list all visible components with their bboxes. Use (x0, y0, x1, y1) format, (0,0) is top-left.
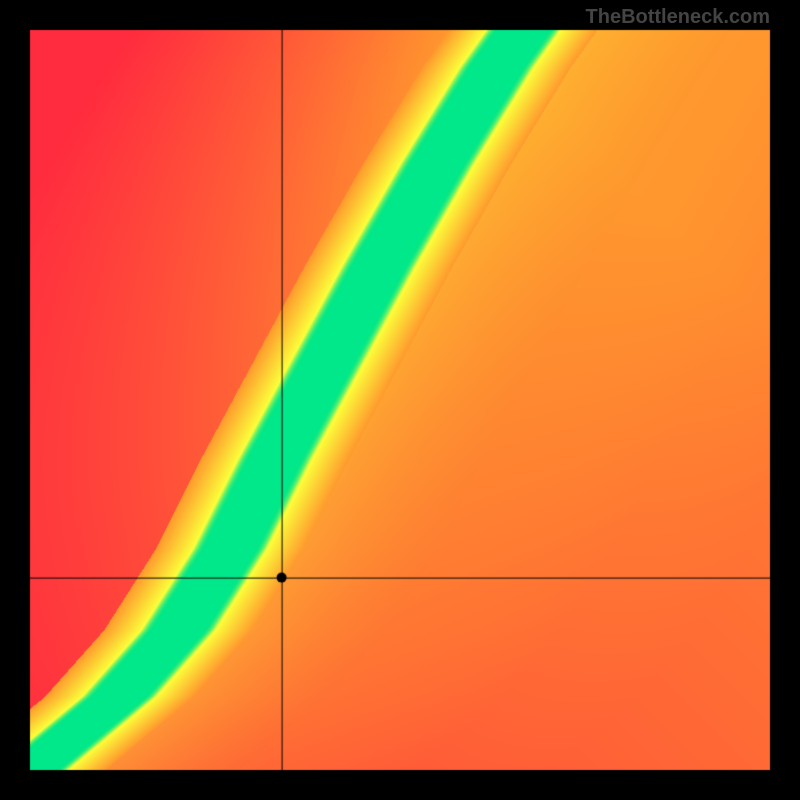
watermark-text: TheBottleneck.com (586, 6, 770, 29)
chart-container: TheBottleneck.com (0, 0, 800, 800)
bottleneck-heatmap (0, 0, 800, 800)
